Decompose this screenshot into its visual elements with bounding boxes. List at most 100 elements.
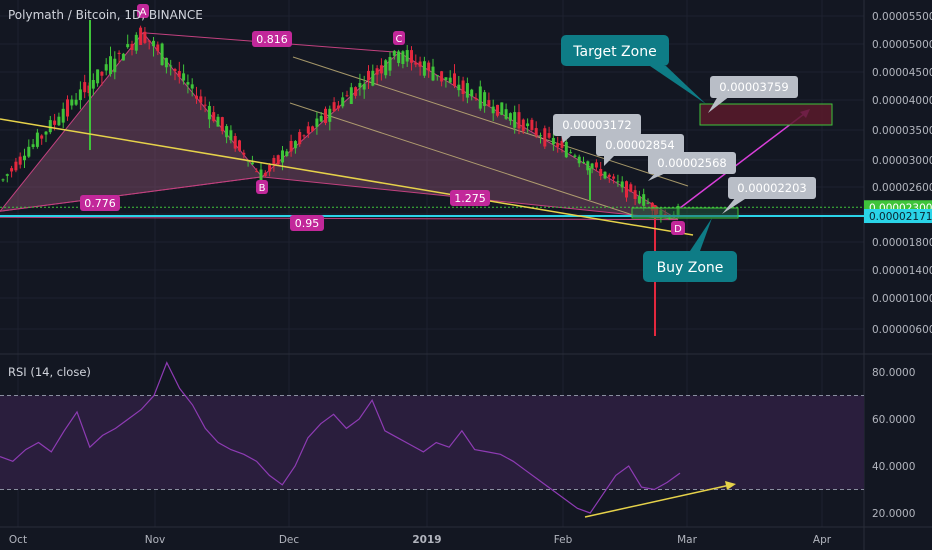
descending-channel	[289, 56, 689, 217]
support-price-label: 0.00002171	[869, 211, 932, 223]
candle-body	[405, 50, 409, 62]
rsi-tick: 40.0000	[872, 461, 915, 473]
candle-body	[431, 66, 435, 81]
channel-lower	[289, 102, 637, 217]
candle-body	[521, 119, 525, 132]
pattern-line-xd	[0, 216, 679, 221]
candle-body	[379, 65, 383, 74]
candle-body	[96, 69, 100, 84]
candle-body	[233, 136, 237, 149]
buy-zone-label-bg	[643, 251, 737, 282]
candle-body	[453, 73, 456, 86]
candle-body	[336, 105, 340, 109]
pattern-point-badge	[393, 31, 405, 45]
time-tick: Dec	[279, 534, 300, 546]
pattern-point-label: D	[674, 224, 682, 235]
rsi-tick: 60.0000	[872, 414, 915, 426]
candle-body	[470, 89, 474, 97]
candle-body	[577, 156, 581, 164]
candle-body	[633, 190, 637, 199]
candle-body	[35, 132, 39, 147]
callout-label: 0.00002568	[657, 156, 727, 170]
candle-body	[534, 128, 538, 136]
candle-body	[238, 140, 241, 151]
candle-body	[620, 181, 624, 188]
candle-body	[328, 108, 332, 122]
candle-body	[362, 83, 366, 90]
callout-pointer	[648, 172, 668, 181]
channel-upper	[292, 56, 689, 187]
rsi-divergence-arrowhead	[725, 481, 736, 490]
ratio-badge	[252, 31, 292, 47]
candle-body	[78, 89, 82, 101]
candle-body	[392, 50, 396, 56]
candle-body	[130, 43, 134, 50]
price-tick: 0.00004500	[872, 67, 932, 79]
candle-body	[100, 71, 104, 76]
candle-body	[53, 120, 57, 125]
trend-line	[0, 118, 694, 236]
candle-body	[573, 155, 577, 157]
rsi-divergence-line	[584, 484, 731, 518]
candle-body	[134, 34, 138, 51]
rsi-line	[0, 361, 681, 514]
candle-body	[414, 62, 418, 65]
candle-body	[186, 82, 190, 85]
candle-body	[212, 112, 216, 122]
target-zone-box	[699, 103, 833, 126]
projection-line	[679, 110, 809, 209]
candle-body	[255, 171, 259, 173]
candle-body	[242, 152, 246, 155]
candle-body	[216, 116, 220, 127]
candle-body	[551, 137, 555, 145]
candle-body	[281, 150, 284, 163]
candle-body	[272, 157, 276, 165]
time-axis: Oct Nov Dec 2019 Feb Mar Apr	[0, 526, 932, 546]
candle-body	[556, 143, 560, 147]
candle-body	[44, 131, 48, 135]
candle-body	[401, 51, 405, 64]
candle-body	[1, 179, 5, 181]
candle-body	[306, 126, 310, 134]
time-tick: Apr	[813, 534, 832, 546]
callout-label: 0.00002203	[737, 181, 807, 195]
candle-body	[517, 112, 521, 129]
candle-body	[345, 95, 349, 97]
candle-body	[500, 102, 504, 115]
candle-body	[289, 140, 293, 152]
chart-title: Polymath / Bitcoin, 1D, BINANCE	[8, 8, 203, 22]
pattern-point-badge	[671, 221, 685, 235]
candle-body	[207, 105, 211, 120]
candle-body	[147, 40, 151, 42]
candle-body	[478, 86, 482, 109]
candle-body	[143, 31, 147, 43]
candle-body	[152, 40, 155, 47]
price-tick: 0.00003000	[872, 155, 932, 167]
candle-body	[508, 113, 512, 121]
candle-body	[139, 27, 143, 45]
callout-box	[648, 152, 736, 174]
candle-body	[10, 168, 14, 172]
candle-body	[190, 84, 194, 89]
candle-body	[27, 146, 31, 157]
candle-body	[461, 80, 465, 94]
price-tick: 0.00003500	[872, 125, 932, 137]
candle-body	[40, 135, 44, 139]
candle-body	[599, 168, 603, 177]
candle-body	[496, 104, 499, 116]
candle-body	[121, 53, 125, 61]
candle-body	[311, 126, 315, 131]
candle-body	[440, 71, 444, 82]
candle-body	[332, 102, 336, 112]
candle-body	[637, 196, 641, 204]
candle-body	[384, 60, 388, 76]
candle-body	[70, 99, 74, 106]
candle-body	[156, 44, 160, 52]
candle-body	[418, 61, 422, 67]
candle-body	[539, 135, 542, 137]
candle-body	[586, 161, 590, 171]
pattern-line-xb	[0, 176, 263, 212]
time-tick: 2019	[412, 534, 441, 546]
candle-body	[465, 83, 469, 98]
